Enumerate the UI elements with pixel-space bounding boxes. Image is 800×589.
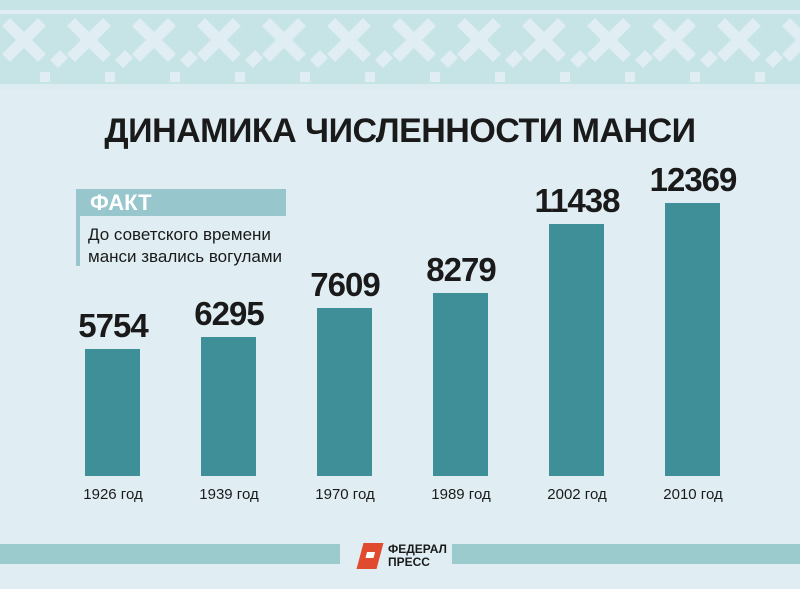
bar	[665, 203, 720, 476]
fact-label: ФАКТ	[76, 189, 286, 216]
chart-title: ДИНАМИКА ЧИСЛЕННОСТИ МАНСИ	[104, 112, 696, 150]
ornament-band-bottom-right	[452, 544, 800, 564]
category-label: 1989 год	[431, 486, 491, 503]
bar-value-label: 7609	[310, 266, 380, 303]
fact-box: ФАКТ До советского времени манси звались…	[76, 189, 286, 268]
ornament-band-bottom-left	[0, 544, 340, 564]
bar	[317, 308, 372, 476]
bar	[433, 293, 488, 476]
fact-text: До советского времени манси звались вогу…	[76, 216, 286, 268]
bar-value-label: 8279	[426, 251, 496, 288]
bar	[201, 337, 256, 476]
bar-value-label: 11438	[534, 182, 621, 219]
fact-line-2: манси звались вогулами	[88, 247, 283, 266]
bar-value-label: 12369	[649, 161, 738, 198]
bar	[85, 349, 140, 476]
category-label: 1970 год	[315, 486, 375, 503]
bar-value-label: 6295	[194, 295, 264, 332]
bar-value-label: 5754	[78, 307, 148, 344]
logo-line-2: ПРЕСС	[388, 555, 430, 569]
category-label: 2002 год	[547, 486, 607, 503]
ornament-band-top	[0, 0, 800, 90]
category-label: 1939 год	[199, 486, 259, 503]
category-label: 1926 год	[83, 486, 143, 503]
fact-line-1: До советского времени	[88, 225, 271, 244]
bar	[549, 224, 604, 476]
logo-mark-icon	[356, 543, 384, 569]
federalpress-logo: ФЕДЕРАЛ ПРЕСС	[356, 542, 447, 569]
fact-accent-line	[76, 216, 80, 266]
category-label: 2010 год	[663, 486, 723, 503]
logo-line-1: ФЕДЕРАЛ	[388, 542, 447, 556]
